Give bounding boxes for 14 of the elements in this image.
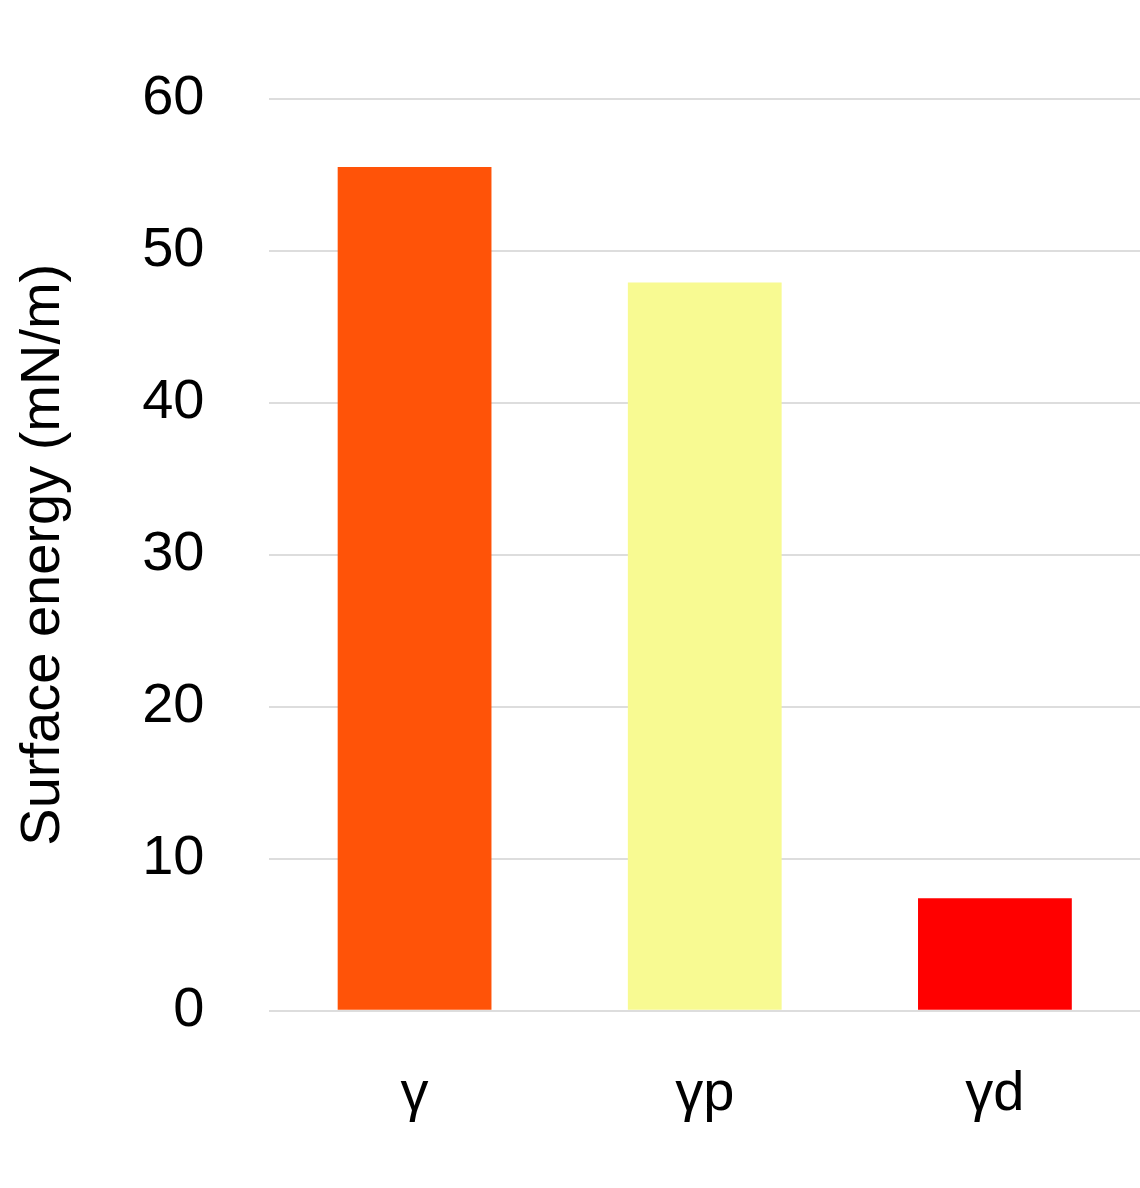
x-tick-label: γ	[400, 1058, 429, 1122]
y-tick-label: 0	[173, 975, 205, 1039]
x-tick-label: γp	[675, 1058, 735, 1122]
y-tick-label: 30	[142, 519, 205, 583]
y-tick-label: 10	[142, 823, 205, 887]
y-tick-label: 40	[142, 367, 205, 431]
y-tick-label: 20	[142, 671, 205, 735]
bar	[337, 167, 492, 1010]
y-tick-label: 60	[142, 63, 205, 127]
y-axis-title: Surface energy (mN/m)	[8, 263, 72, 846]
x-tick-label: γd	[965, 1058, 1025, 1122]
bar	[627, 282, 782, 1010]
y-tick-label: 50	[142, 215, 205, 279]
bar	[918, 898, 1072, 1010]
